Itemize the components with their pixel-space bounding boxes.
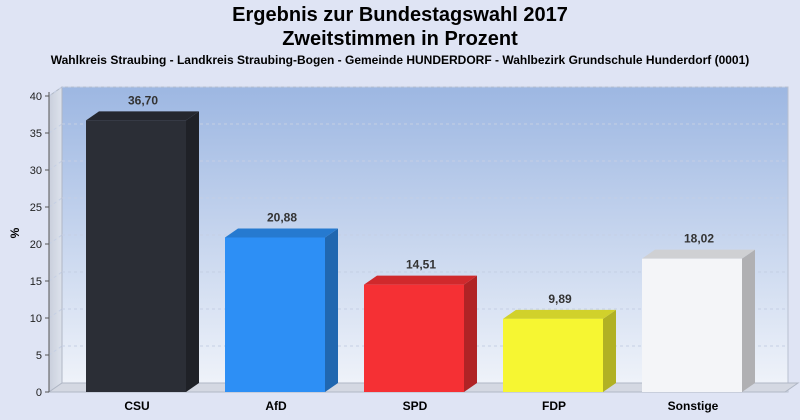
x-axis: CSU AfD SPD FDP Sonstige: [124, 399, 718, 413]
chart-district-caption: Wahlkreis Straubing - Landkreis Straubin…: [50, 53, 750, 67]
bar-front: [642, 258, 742, 392]
data-label-csu: 36,70: [128, 93, 158, 107]
x-tick-label-afd: AfD: [265, 399, 287, 413]
bar-side: [742, 249, 755, 392]
y-axis: 0 5 10 15 20 25 30 35 40: [30, 91, 50, 399]
y-tick-label: 35: [30, 128, 42, 140]
y-tick-label: 5: [36, 350, 42, 362]
y-tick-label: 40: [30, 91, 42, 103]
bar-front: [225, 237, 325, 392]
y-tick-label: 10: [30, 313, 42, 325]
y-axis-label: %: [8, 227, 22, 238]
bar-top: [364, 275, 477, 285]
chart-subtitle: Zweitstimmen in Prozent: [282, 28, 518, 50]
bar-fdp: 9,89: [503, 292, 616, 392]
x-tick-label-csu: CSU: [124, 399, 149, 413]
y-tick-label: 0: [36, 387, 42, 399]
bar-side: [186, 111, 199, 393]
data-label-spd: 14,51: [406, 258, 436, 272]
y-tick-label: 25: [30, 202, 42, 214]
y-tick-label: 20: [30, 239, 42, 251]
bar-spd: 14,51: [364, 258, 477, 392]
bars: 36,70 20,88 14,51 9,89 18,02: [86, 93, 755, 393]
bar-afd: 20,88: [225, 210, 338, 392]
bar-sonstige: 18,02: [642, 232, 755, 392]
data-label-fdp: 9,89: [548, 292, 572, 306]
x-tick-label-sonstige: Sonstige: [668, 399, 719, 413]
data-label-sonstige: 18,02: [684, 232, 714, 246]
bar-top: [225, 228, 338, 238]
x-tick-label-spd: SPD: [403, 399, 428, 413]
bar-top: [503, 309, 616, 319]
data-label-afd: 20,88: [267, 210, 297, 224]
bar-top: [86, 111, 199, 121]
bar-front: [364, 284, 464, 392]
bar-side: [603, 309, 616, 392]
bar-front: [86, 120, 186, 393]
bar-side: [325, 228, 338, 392]
y-tick-label: 30: [30, 165, 42, 177]
x-tick-label-fdp: FDP: [542, 399, 566, 413]
chart-title: Ergebnis zur Bundestagswahl 2017: [232, 4, 568, 26]
bar-csu: 36,70: [86, 93, 199, 393]
bar-front: [503, 318, 603, 392]
y-tick-label: 15: [30, 276, 42, 288]
bar-side: [464, 275, 477, 392]
bar-top: [642, 249, 755, 259]
